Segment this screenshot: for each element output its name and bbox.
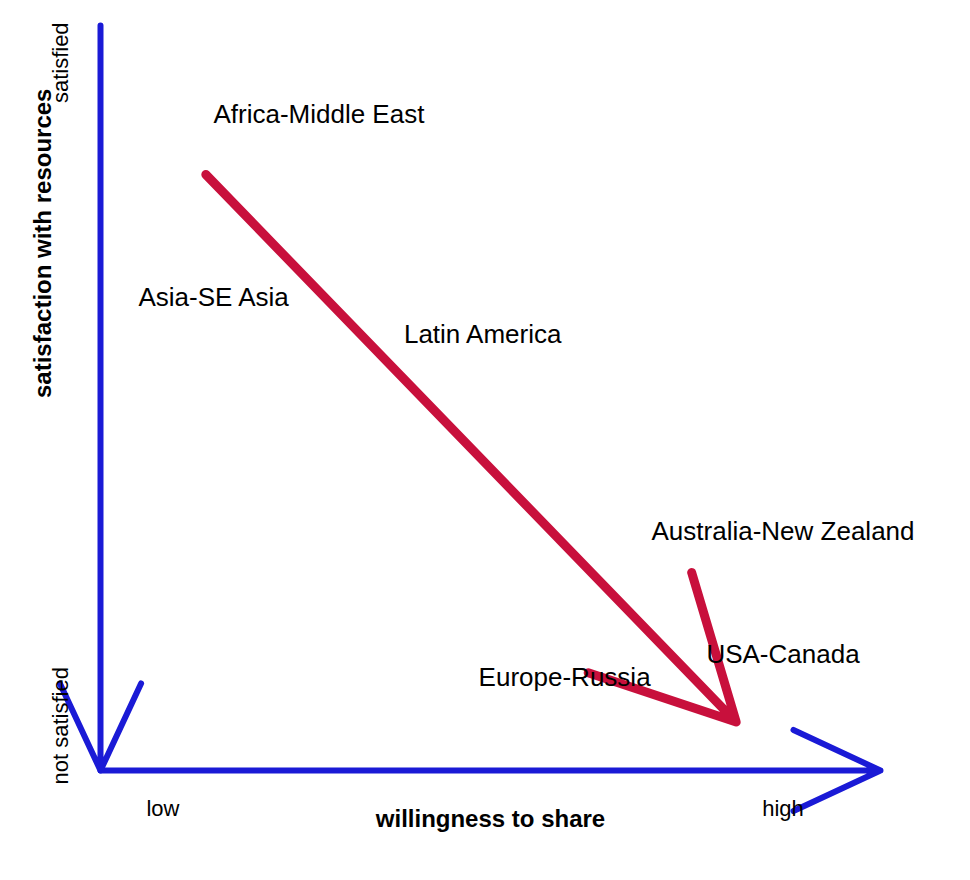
- svg-text:willingness to share: willingness to share: [375, 805, 605, 832]
- svg-text:satisfied: satisfied: [47, 22, 73, 104]
- svg-text:Africa-Middle East: Africa-Middle East: [213, 99, 425, 129]
- svg-text:satisfaction with resources: satisfaction with resources: [29, 89, 56, 398]
- svg-text:Asia-SE Asia: Asia-SE Asia: [138, 282, 289, 312]
- svg-text:low: low: [146, 796, 179, 821]
- svg-text:Latin America: Latin America: [404, 319, 562, 349]
- svg-text:not satisfied: not satisfied: [48, 667, 73, 784]
- svg-text:high: high: [762, 796, 804, 821]
- svg-text:Australia-New Zealand: Australia-New Zealand: [651, 516, 914, 546]
- svg-text:USA-Canada: USA-Canada: [706, 639, 860, 669]
- svg-text:Europe-Russia: Europe-Russia: [479, 662, 652, 692]
